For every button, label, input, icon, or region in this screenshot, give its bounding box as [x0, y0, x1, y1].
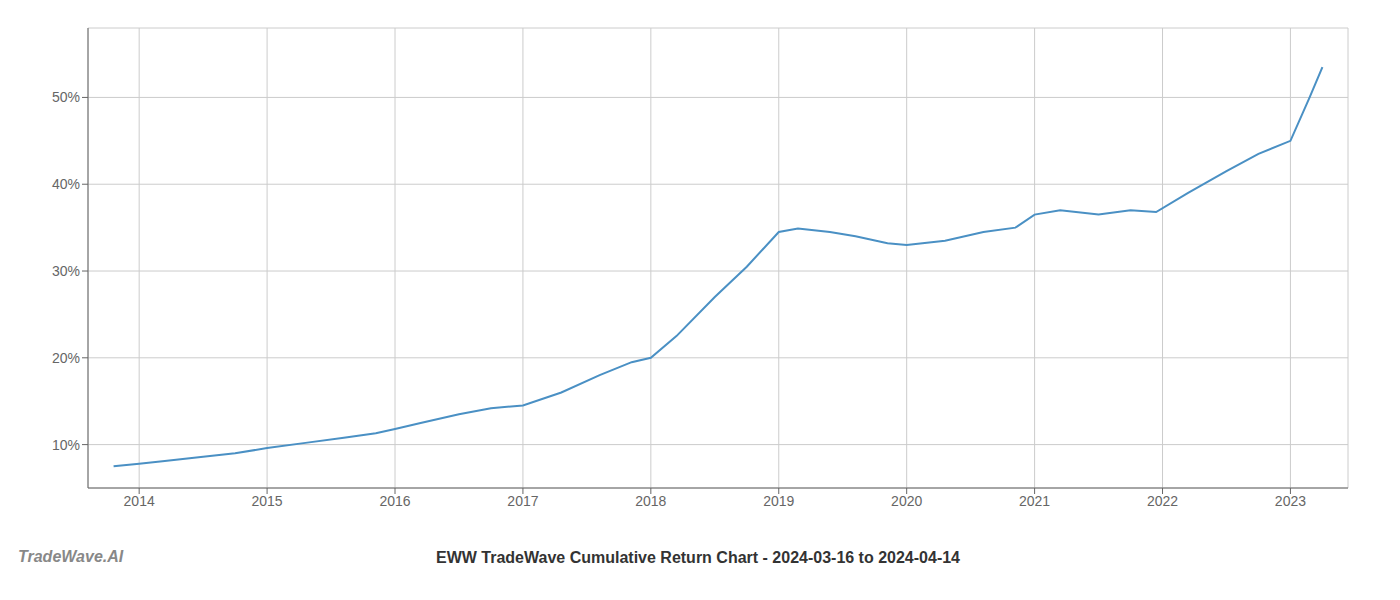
svg-text:40%: 40%	[52, 176, 80, 192]
svg-text:2014: 2014	[124, 493, 155, 509]
svg-text:2022: 2022	[1147, 493, 1178, 509]
svg-text:20%: 20%	[52, 350, 80, 366]
svg-text:2015: 2015	[252, 493, 283, 509]
svg-text:2021: 2021	[1019, 493, 1050, 509]
svg-text:2023: 2023	[1275, 493, 1306, 509]
svg-text:30%: 30%	[52, 263, 80, 279]
svg-text:50%: 50%	[52, 89, 80, 105]
html-text:EWW TradeWave Cumulative Retur: EWW TradeWave Cumulative Return Chart - …	[436, 549, 960, 566]
svg-text:2020: 2020	[891, 493, 922, 509]
svg-text:2019: 2019	[763, 493, 794, 509]
html-text:TradeWave.AI: TradeWave.AI	[18, 548, 124, 565]
svg-text:2017: 2017	[507, 493, 538, 509]
svg-text:2016: 2016	[379, 493, 410, 509]
svg-text:2018: 2018	[635, 493, 666, 509]
svg-text:10%: 10%	[52, 437, 80, 453]
